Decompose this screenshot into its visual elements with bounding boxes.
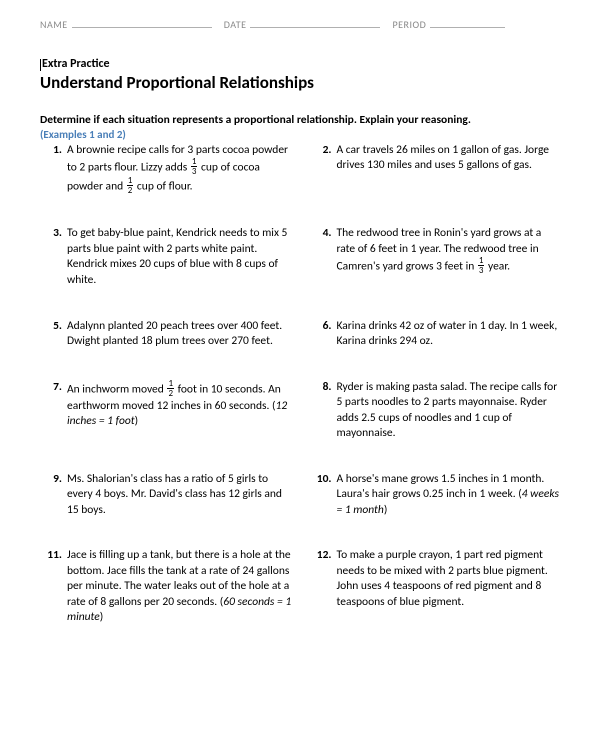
problem-text: A car travels 26 miles on 1 gallon of ga… — [337, 143, 562, 197]
denominator: 3 — [191, 167, 198, 176]
problem-number: 5. — [40, 319, 67, 350]
problem-text: To get baby-blue paint, Kendrick needs t… — [67, 226, 292, 288]
fraction: 12 — [167, 379, 174, 398]
problem-text: The redwood tree in Ronin's yard grows a… — [337, 226, 562, 288]
problem-text: To make a purple crayon, 1 part red pigm… — [337, 548, 562, 626]
text-part: A horse's mane grows 1.5 inches in 1 mon… — [337, 472, 545, 502]
problem-6: 6. Karina drinks 42 oz of water in 1 day… — [310, 319, 562, 350]
text-part: cup of flour. — [134, 180, 192, 194]
text-part: ) — [100, 610, 104, 624]
problem-10: 10. A horse's mane grows 1.5 inches in 1… — [310, 472, 562, 519]
problem-number: 4. — [310, 226, 337, 288]
problem-text: An inchworm moved 12 foot in 10 seconds.… — [67, 380, 292, 442]
problem-9: 9. Ms. Shalorian's class has a ratio of … — [40, 472, 292, 519]
problem-text: Ryder is making pasta salad. The recipe … — [337, 380, 562, 442]
problem-text: Karina drinks 42 oz of water in 1 day. I… — [337, 319, 562, 350]
problem-text: Adalynn planted 20 peach trees over 400 … — [67, 319, 292, 350]
name-label: NAME — [40, 18, 68, 31]
name-line — [72, 27, 212, 28]
date-line — [250, 27, 380, 28]
denominator: 3 — [478, 266, 485, 275]
problem-1: 1. A brownie recipe calls for 3 parts co… — [40, 143, 292, 197]
worksheet-page: NAME DATE PERIOD Extra Practice Understa… — [0, 0, 601, 646]
problem-text: A brownie recipe calls for 3 parts cocoa… — [67, 143, 292, 197]
problem-8: 8. Ryder is making pasta salad. The reci… — [310, 380, 562, 442]
date-label: DATE — [224, 18, 247, 31]
text-cursor — [40, 59, 41, 71]
fraction: 12 — [127, 176, 134, 195]
fraction: 13 — [478, 256, 485, 275]
denominator: 2 — [167, 389, 174, 398]
examples-reference: (Examples 1 and 2) — [40, 128, 561, 141]
problem-7: 7. An inchworm moved 12 foot in 10 secon… — [40, 380, 292, 442]
problems-grid: 1. A brownie recipe calls for 3 parts co… — [40, 143, 561, 626]
problem-text: Jace is filling up a tank, but there is … — [67, 548, 292, 626]
text-part: ) — [135, 414, 139, 428]
denominator: 2 — [127, 186, 134, 195]
text-part: year. — [485, 260, 510, 274]
period-label: PERIOD — [392, 18, 426, 31]
instructions-text: Determine if each situation represents a… — [40, 113, 561, 128]
problem-number: 10. — [310, 472, 337, 519]
problem-number: 7. — [40, 380, 67, 442]
subtitle-text: Extra Practice — [42, 57, 110, 71]
problem-5: 5. Adalynn planted 20 peach trees over 4… — [40, 319, 292, 350]
period-line — [430, 27, 505, 28]
problem-number: 6. — [310, 319, 337, 350]
header-row: NAME DATE PERIOD — [40, 18, 561, 31]
fraction: 13 — [191, 157, 198, 176]
page-title: Understand Proportional Relationships — [40, 72, 561, 93]
problem-3: 3. To get baby-blue paint, Kendrick need… — [40, 226, 292, 288]
text-part: ) — [384, 503, 388, 517]
problem-text: A horse's mane grows 1.5 inches in 1 mon… — [337, 472, 562, 519]
problem-number: 11. — [40, 548, 67, 626]
problem-number: 12. — [310, 548, 337, 626]
text-part: An inchworm moved — [67, 382, 166, 396]
problem-4: 4. The redwood tree in Ronin's yard grow… — [310, 226, 562, 288]
problem-number: 9. — [40, 472, 67, 519]
problem-number: 2. — [310, 143, 337, 197]
problem-number: 3. — [40, 226, 67, 288]
text-part: The redwood tree in Ronin's yard grows a… — [337, 226, 542, 273]
subtitle: Extra Practice — [40, 57, 561, 71]
problem-2: 2. A car travels 26 miles on 1 gallon of… — [310, 143, 562, 197]
problem-number: 8. — [310, 380, 337, 442]
problem-12: 12. To make a purple crayon, 1 part red … — [310, 548, 562, 626]
problem-11: 11. Jace is filling up a tank, but there… — [40, 548, 292, 626]
problem-number: 1. — [40, 143, 67, 197]
problem-text: Ms. Shalorian's class has a ratio of 5 g… — [67, 472, 292, 519]
